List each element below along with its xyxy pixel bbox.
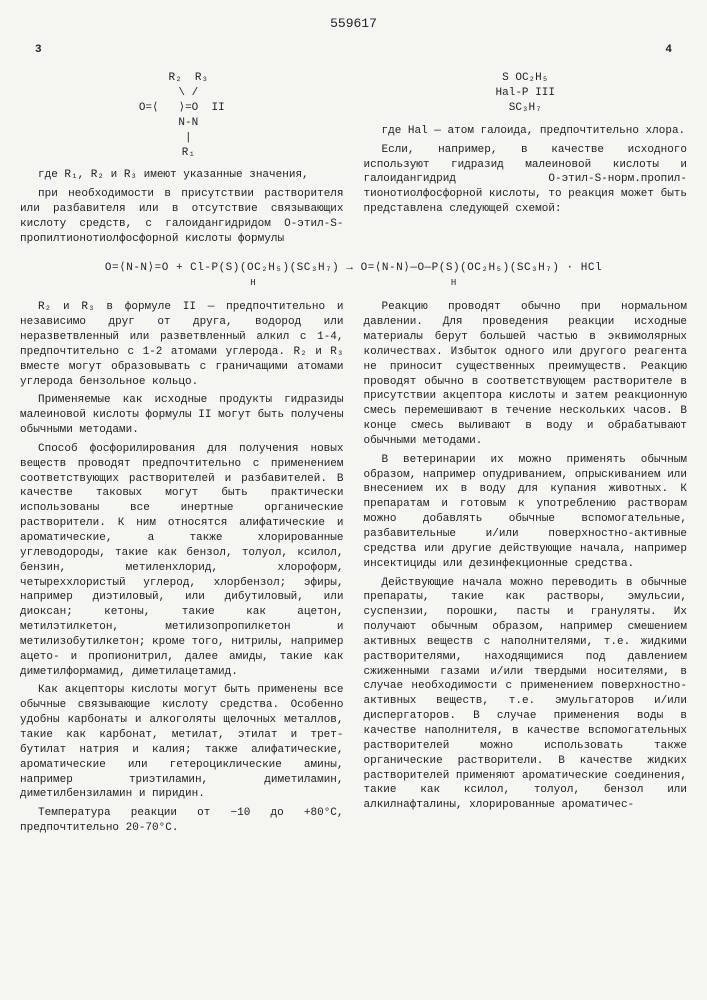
pyridazine-ring-icon: R₂ R₃ \ / O=⟨ ⟩=O II N-N | R₁: [139, 71, 225, 160]
formula-ii: R₂ R₃ \ / O=⟨ ⟩=O II N-N | R₁: [20, 71, 344, 160]
paragraph: Реакцию проводят обычно при нормальном д…: [364, 300, 688, 448]
right-column-top: S OC₂H₅ Hal-P III SC₃H₇ где Hal — атом г…: [364, 63, 688, 250]
paragraph: Действующие начала можно переводить в об…: [364, 576, 688, 814]
formula-label: II: [211, 102, 224, 114]
right-column-bottom: Реакцию проводят обычно при нормальном д…: [364, 300, 688, 840]
paragraph: R₂ и R₃ в формуле II — предпочтительно и…: [20, 300, 344, 389]
paragraph: при необходимости в присутствии раствори…: [20, 187, 344, 246]
page-right-number: 4: [650, 43, 687, 58]
document-number: 559617: [20, 15, 687, 33]
left-column-bottom: R₂ и R₃ в формуле II — предпочтительно и…: [20, 300, 344, 840]
top-columns: R₂ R₃ \ / O=⟨ ⟩=O II N-N | R₁ где R₁, R₂…: [20, 63, 687, 250]
paragraph: где R₁, R₂ и R₃ имеют указанные значения…: [20, 168, 344, 183]
left-column-top: R₂ R₃ \ / O=⟨ ⟩=O II N-N | R₁ где R₁, R₂…: [20, 63, 344, 250]
paragraph: где Hal — атом галоида, предпочтительно …: [364, 124, 688, 139]
paragraph: Как акцепторы кислоты могут быть примене…: [20, 683, 344, 802]
paragraph: Температура реакции от −10 до +80°С, пре…: [20, 806, 344, 836]
formula-line: S OC₂H₅: [502, 72, 548, 84]
page-left-number: 3: [20, 43, 57, 58]
paragraph: Применяемые как исходные продукты гидраз…: [20, 393, 344, 438]
reaction-scheme: O=⟨N-N⟩=O + Cl-P(S)(OC₂H₅)(SC₃H₇) → O=⟨N…: [20, 261, 687, 291]
paragraph: В ветеринарии их можно применять обычным…: [364, 453, 688, 572]
reaction-equation: O=⟨N-N⟩=O + Cl-P(S)(OC₂H₅)(SC₃H₇) → O=⟨N…: [105, 262, 602, 274]
formula-iii: S OC₂H₅ Hal-P III SC₃H₇: [364, 71, 688, 116]
bottom-columns: R₂ и R₃ в формуле II — предпочтительно и…: [20, 300, 687, 840]
formula-line: SC₃H₇: [509, 102, 542, 114]
paragraph: Если, например, в качестве исходного исп…: [364, 143, 688, 217]
page-header: 3 4: [20, 43, 687, 58]
formula-line: Hal-P III: [496, 87, 555, 99]
reaction-h-labels: H H: [250, 278, 457, 288]
paragraph: Способ фосфорилирования для получения но…: [20, 442, 344, 680]
